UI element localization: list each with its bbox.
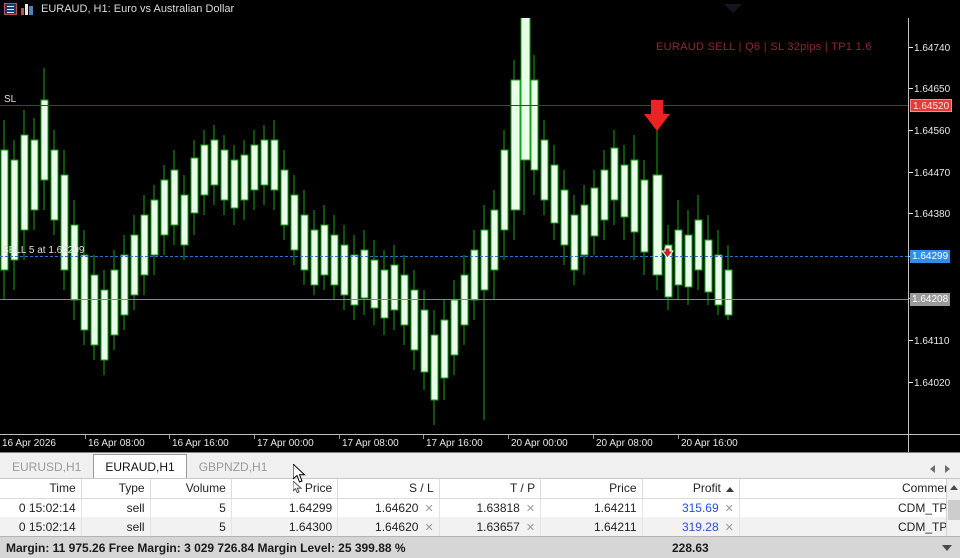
document-icon — [4, 3, 17, 15]
cell-price-open: 1.64299 — [231, 498, 339, 517]
time-scale[interactable]: 16 Apr 2026 16 Apr 08:00 16 Apr 16:00 17… — [0, 434, 908, 452]
close-x-icon[interactable]: ✕ — [424, 521, 434, 534]
cell-volume: 5 — [150, 498, 232, 517]
trades-table: Time Type Volume Price S / L T / P Price… — [0, 479, 960, 536]
tab-euraud-h1[interactable]: EURAUD,H1 — [93, 454, 187, 479]
price-scale[interactable]: 1.64830 1.64740 1.64650 1.64560 1.64470 … — [908, 0, 960, 434]
tab-nav-group — [930, 465, 960, 478]
cell-sl[interactable]: 1.64620 ✕ — [337, 498, 440, 517]
col-header-tp[interactable]: T / P — [439, 479, 542, 499]
time-tick: 17 Apr 00:00 — [257, 438, 314, 449]
sell-entry-label: SELL 5 at 1.64299 — [2, 245, 85, 256]
close-x-icon[interactable]: ✕ — [724, 521, 734, 534]
chart-plot-area[interactable]: SL SELL 5 at 1.64299 EURAUD SELL | Q6 | … — [0, 0, 908, 434]
price-tick: 1.64650 — [909, 84, 960, 95]
tab-gbpnzd-h1[interactable]: GBPNZD,H1 — [186, 454, 280, 478]
scale-corner — [908, 434, 960, 452]
close-x-icon[interactable]: ✕ — [424, 502, 434, 515]
cell-price-current: 1.64211 — [540, 498, 643, 517]
time-tick: 16 Apr 2026 — [2, 438, 56, 449]
total-profit: 228.63 — [672, 540, 709, 555]
account-summary: Margin: 11 975.26 Free Margin: 3 029 726… — [6, 540, 406, 555]
ask-price-line[interactable] — [0, 299, 908, 300]
col-header-price[interactable]: Price — [231, 479, 339, 499]
ask-price-label[interactable]: 1.64208 — [910, 293, 951, 306]
caret-up-icon — [725, 486, 734, 492]
down-arrow-icon — [643, 100, 671, 132]
scroll-up-icon[interactable] — [949, 485, 958, 490]
chevron-down-icon[interactable] — [942, 544, 952, 551]
trade-annotation: EURAUD SELL | Q6 | SL 32pips | TP1 1.6 — [656, 41, 872, 53]
cell-volume: 5 — [150, 517, 232, 536]
price-tick: 1.64020 — [909, 378, 960, 389]
cell-comment: CDM_TP2 — [739, 517, 960, 536]
bid-price-label[interactable]: 1.64299 — [910, 250, 951, 263]
table-row[interactable]: 0 15:02:14 sell 5 1.64300 1.64620 ✕ 1.636… — [0, 517, 960, 536]
cell-type: sell — [81, 498, 151, 517]
candlestick-series — [0, 0, 733, 425]
price-tick: 1.64380 — [909, 209, 960, 220]
cell-time: 0 15:02:14 — [0, 517, 82, 536]
chart-window: SL SELL 5 at 1.64299 EURAUD SELL | Q6 | … — [0, 0, 960, 452]
close-x-icon[interactable]: ✕ — [525, 521, 536, 534]
cell-sl[interactable]: 1.64620 ✕ — [337, 517, 440, 536]
cell-price-open: 1.64300 — [231, 517, 339, 536]
price-tick: 1.64740 — [909, 43, 960, 54]
time-tick: 20 Apr 16:00 — [681, 438, 738, 449]
price-tick: 1.64560 — [909, 126, 960, 137]
table-header-row: Time Type Volume Price S / L T / P Price… — [0, 479, 960, 499]
cell-price-current: 1.64211 — [540, 517, 643, 536]
triangle-right-icon[interactable] — [945, 465, 950, 473]
price-tick: 1.64470 — [909, 168, 960, 179]
time-tick: 16 Apr 08:00 — [88, 438, 145, 449]
col-header-volume[interactable]: Volume — [150, 479, 232, 499]
cursor-icon — [292, 479, 303, 496]
time-tick: 20 Apr 08:00 — [596, 438, 653, 449]
sell-marker-icon[interactable] — [661, 247, 674, 259]
col-header-comment[interactable]: Comment — [739, 479, 960, 499]
close-x-icon[interactable]: ✕ — [525, 502, 536, 515]
status-bar: Margin: 11 975.26 Free Margin: 3 029 726… — [0, 536, 960, 558]
time-tick: 17 Apr 16:00 — [426, 438, 483, 449]
cell-tp[interactable]: 1.63657 ✕ — [439, 517, 542, 536]
col-header-time[interactable]: Time — [0, 479, 82, 499]
close-x-icon[interactable]: ✕ — [724, 502, 734, 515]
stop-loss-price-label[interactable]: 1.64520 — [910, 99, 953, 112]
col-header-price-current[interactable]: Price — [540, 479, 643, 499]
cell-profit[interactable]: 315.69 ✕ — [642, 498, 740, 517]
cell-profit[interactable]: 319.28 ✕ — [642, 517, 740, 536]
terminal-trades-panel: Time Type Volume Price S / L T / P Price… — [0, 478, 960, 537]
cell-time: 0 15:02:14 — [0, 498, 82, 517]
terminal-scrollbar[interactable] — [946, 479, 960, 537]
tab-eurusd-h1[interactable]: EURUSD,H1 — [0, 454, 94, 478]
sell-entry-line[interactable] — [0, 256, 908, 257]
col-header-profit[interactable]: Profit — [642, 479, 740, 499]
chevron-down-icon[interactable] — [724, 0, 742, 18]
page-title: EURAUD, H1: Euro vs Australian Dollar — [41, 3, 235, 15]
scrollbar-thumb[interactable] — [948, 500, 960, 520]
time-tick: 16 Apr 16:00 — [172, 438, 229, 449]
chart-tab-bar: EURUSD,H1 EURAUD,H1 GBPNZD,H1 — [0, 452, 960, 479]
price-tick: 1.64110 — [909, 336, 960, 347]
col-header-type[interactable]: Type — [81, 479, 151, 499]
table-row[interactable]: 0 15:02:14 sell 5 1.64299 1.64620 ✕ 1.638… — [0, 498, 960, 517]
stop-loss-line[interactable] — [0, 105, 908, 106]
col-header-sl[interactable]: S / L — [337, 479, 440, 499]
chart-titlebar: EURAUD, H1: Euro vs Australian Dollar — [0, 0, 960, 18]
stop-loss-label: SL — [4, 94, 17, 105]
cell-comment: CDM_TP1 — [739, 498, 960, 517]
cell-tp[interactable]: 1.63818 ✕ — [439, 498, 542, 517]
cell-type: sell — [81, 517, 151, 536]
bar-chart-icon — [21, 3, 34, 15]
triangle-left-icon[interactable] — [930, 465, 935, 473]
time-tick: 17 Apr 08:00 — [342, 438, 399, 449]
time-tick: 20 Apr 00:00 — [511, 438, 568, 449]
